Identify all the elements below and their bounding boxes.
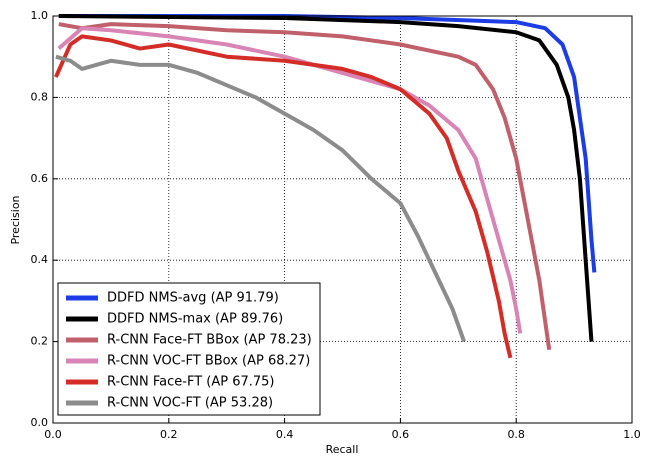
x-tick-label: 0.8 xyxy=(507,428,525,441)
legend-label: DDFD NMS-max (AP 89.76) xyxy=(107,312,283,327)
y-axis-label: Precision xyxy=(9,195,22,244)
series-line xyxy=(58,14,597,273)
y-tick-label: 0.2 xyxy=(31,335,49,348)
legend-box xyxy=(57,282,321,416)
series-line xyxy=(55,54,466,343)
series-line xyxy=(54,34,513,359)
x-tick-label: 0.4 xyxy=(276,428,294,441)
series-line xyxy=(58,22,552,351)
x-axis-label: Recall xyxy=(326,443,359,456)
y-tick-label: 0.6 xyxy=(31,172,49,185)
x-tick-label: 0.6 xyxy=(392,428,410,441)
y-tick-label: 0.0 xyxy=(31,416,49,429)
series-line xyxy=(57,26,523,334)
y-tick-label: 0.4 xyxy=(31,253,49,266)
y-tick-label: 0.8 xyxy=(31,90,49,103)
legend-label: R-CNN Face-FT (AP 67.75) xyxy=(107,375,275,390)
y-tick-label: 1.0 xyxy=(31,9,49,22)
legend-label: R-CNN Face-FT BBox (AP 78.23) xyxy=(107,333,312,348)
legend-label: DDFD NMS-avg (AP 91.79) xyxy=(107,291,279,306)
x-tick-label: 0.0 xyxy=(44,428,62,441)
plot-frame xyxy=(52,15,633,424)
series-line xyxy=(58,14,594,342)
legend-label: R-CNN VOC-FT BBox (AP 68.27) xyxy=(107,354,310,369)
x-tick-label: 0.2 xyxy=(160,428,178,441)
x-tick-label: 1.0 xyxy=(623,428,641,441)
legend-label: R-CNN VOC-FT (AP 53.28) xyxy=(107,396,273,411)
